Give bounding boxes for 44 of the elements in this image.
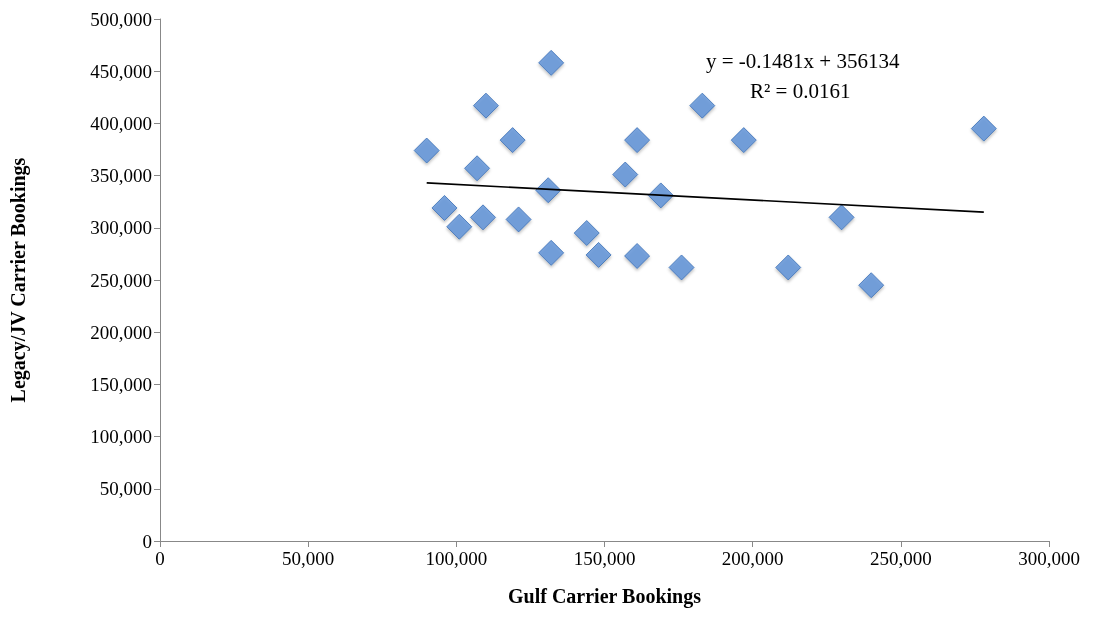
point: [828, 204, 855, 231]
x-tick-label: 300,000: [1018, 548, 1080, 569]
y-tick-label: 0: [142, 530, 152, 552]
point: [970, 115, 997, 142]
y-tick-label: 500,000: [90, 8, 152, 30]
x-tick-label: 0: [155, 548, 165, 569]
point: [668, 254, 695, 281]
y-tick-label: 400,000: [90, 112, 152, 134]
y-tick-label: 100,000: [90, 426, 152, 448]
annotation: R² = 0.0161: [749, 78, 851, 103]
y-tick-label: 200,000: [90, 321, 152, 343]
point: [505, 206, 532, 233]
x-tick-label: 150,000: [573, 548, 636, 569]
y-tick-label: 450,000: [90, 60, 152, 82]
x-tick-label: 100,000: [425, 548, 488, 569]
point: [470, 204, 496, 231]
x-tick-label: 200,000: [721, 548, 784, 569]
y-tick-label: 150,000: [90, 373, 152, 395]
x-axis-title: Gulf Carrier Bookings: [508, 585, 702, 608]
x-tick-label: 250,000: [869, 548, 932, 569]
x-tick-label: 50,000: [282, 548, 335, 569]
point: [413, 137, 440, 164]
point: [431, 194, 458, 221]
point: [446, 213, 473, 240]
point: [730, 127, 757, 154]
point: [612, 161, 639, 188]
point: [624, 127, 651, 154]
point: [464, 155, 491, 182]
point: [775, 254, 802, 281]
point: [624, 242, 651, 269]
point: [538, 239, 565, 266]
y-tick-label: 250,000: [90, 269, 152, 291]
point: [573, 220, 600, 247]
y-tick-label: 350,000: [90, 165, 152, 187]
point: [499, 127, 526, 154]
point: [858, 272, 885, 299]
point: [538, 49, 565, 76]
y-tick-label: 50,000: [99, 478, 152, 500]
y-tick-label: 300,000: [90, 217, 152, 239]
y-axis-title: Legacy/JV Carrier Bookings: [7, 157, 30, 403]
annotation: y = -0.1481x + 356134: [706, 48, 900, 73]
point: [472, 92, 499, 119]
point: [689, 92, 716, 119]
point: [585, 241, 612, 268]
